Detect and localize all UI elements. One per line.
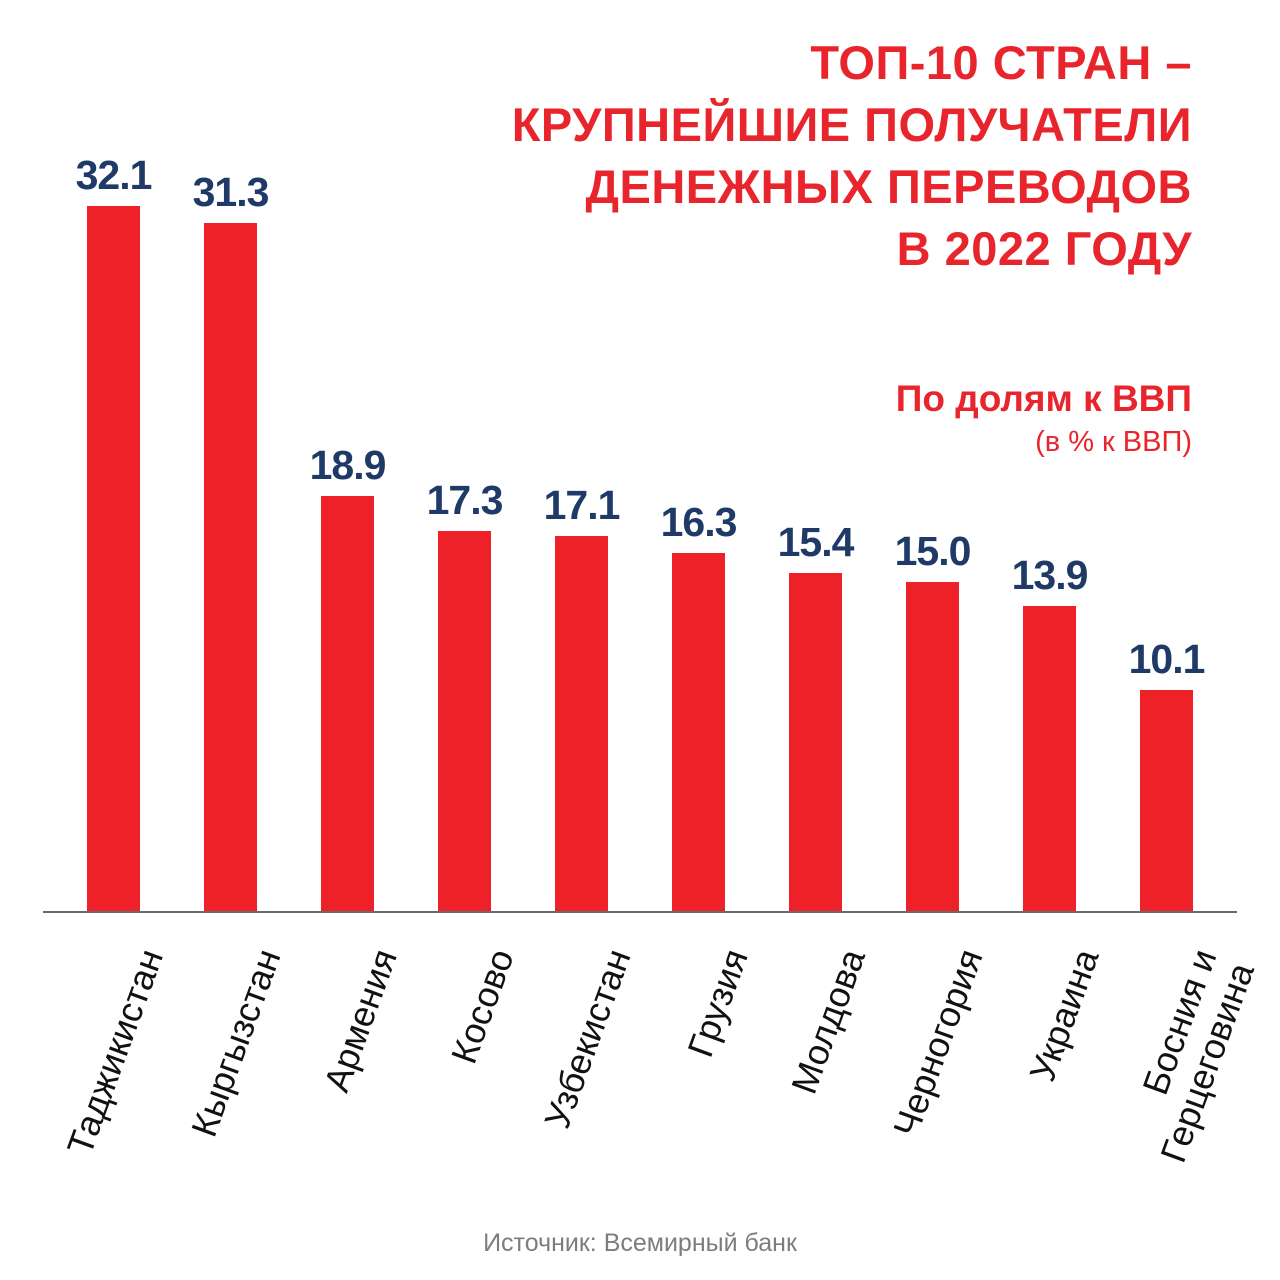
x-axis-country-label: Узбекистан — [536, 943, 640, 1134]
x-axis-country-label: Грузия — [679, 943, 757, 1063]
x-axis-country-label: Косово — [443, 943, 523, 1069]
bar-value-label: 10.1 — [1128, 636, 1206, 682]
bar — [1023, 606, 1076, 912]
chart-subtitle-main: По долям к ВВП — [895, 378, 1192, 419]
bar-value-label: 17.3 — [426, 477, 504, 523]
bar — [789, 573, 842, 912]
bar — [1140, 690, 1193, 912]
bar-value-label: 18.9 — [309, 442, 387, 488]
x-axis-country-label: Армения — [315, 943, 406, 1098]
source-caption: Источник: Всемирный банк — [483, 1229, 797, 1257]
x-axis-country-label: Кыргызстан — [182, 943, 289, 1142]
bar-value-label: 13.9 — [1011, 552, 1089, 598]
bar-value-label: 15.4 — [777, 519, 855, 565]
bar-value-label: 15.0 — [894, 528, 972, 574]
bar — [87, 206, 140, 912]
bar — [438, 531, 491, 912]
x-axis-country-label: Молдова — [783, 943, 874, 1100]
chart-title-line-4: В 2022 ГОДУ — [896, 222, 1192, 275]
x-axis-country-label: Украина — [1021, 943, 1108, 1087]
bar — [321, 496, 374, 912]
chart-title-line-1: ТОП-10 СТРАН – — [810, 36, 1192, 89]
x-axis-line — [43, 911, 1237, 913]
chart-subtitle-note: (в % к ВВП) — [1035, 426, 1192, 458]
bar — [555, 536, 608, 912]
chart-title-line-2: КРУПНЕЙШИЕ ПОЛУЧАТЕЛИ — [511, 98, 1192, 151]
bar-value-label: 31.3 — [192, 169, 270, 215]
bar-value-label: 17.1 — [543, 482, 621, 528]
bar-value-label: 16.3 — [660, 499, 738, 545]
x-axis-country-label: Таджикистан — [58, 943, 172, 1161]
bar — [672, 553, 725, 912]
bar — [906, 582, 959, 912]
chart-title-line-3: ДЕНЕЖНЫХ ПЕРЕВОДОВ — [585, 160, 1192, 213]
chart-subtitle: По долям к ВВП (в % к ВВП) — [896, 378, 1192, 459]
x-axis-country-label: Черногория — [884, 943, 991, 1142]
chart-title: ТОП-10 СТРАН – КРУПНЕЙШИЕ ПОЛУЧАТЕЛИ ДЕН… — [512, 32, 1192, 280]
bar-value-label: 32.1 — [75, 152, 153, 198]
bar — [204, 223, 257, 912]
x-axis-country-label: Босния и Герцеговина — [1133, 943, 1262, 1168]
